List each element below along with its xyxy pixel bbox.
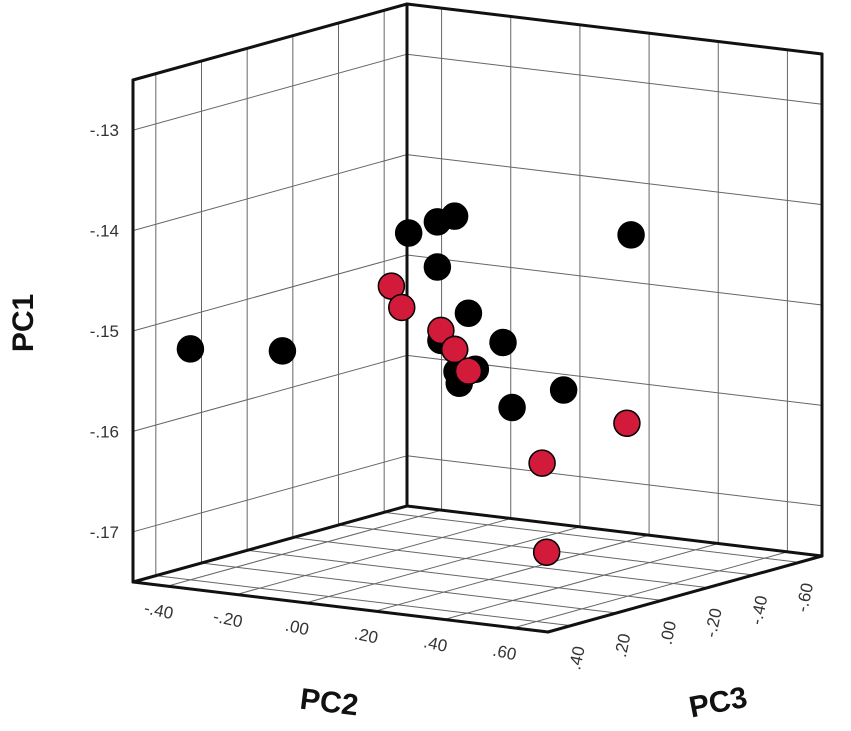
pc3-tick-label: .00 (657, 619, 681, 646)
data-point-series-1-15 (549, 376, 578, 404)
data-point-series-2-4 (440, 335, 469, 364)
tick-labels: -.13 -.14 -.15 -.16 -.17 -.40 -.20 .00 .20 .40 .60… (90, 121, 817, 671)
data-point-series-1-14 (498, 393, 526, 422)
data-point-series-2-5 (454, 357, 483, 385)
data-point-series-1-5 (440, 202, 469, 230)
pc2-tick-label: .60 (491, 641, 518, 665)
pc2-tick-label: .00 (284, 616, 311, 640)
left-wall-grid-pc1 (132, 254, 408, 332)
data-point-series-1-2 (268, 337, 297, 365)
pc3-tick-label: .40 (565, 645, 589, 672)
frame-edge-front-right (546, 554, 824, 634)
frame-edge-top-right (405, 2, 824, 56)
data-point-series-2-6 (528, 449, 556, 477)
pc1-tick-label: -.15 (90, 322, 119, 341)
data-point-series-2-7 (613, 409, 641, 438)
right-wall-grid-pc1 (406, 254, 823, 306)
pc2-tick-label: .40 (422, 632, 449, 656)
floor-grid-pc2 (305, 526, 581, 604)
left-wall-grid-pc1 (132, 354, 408, 432)
pc1-tick-label: -.14 (90, 222, 119, 241)
floor-grid-pc3 (247, 549, 663, 601)
pc2-tick-label: .20 (353, 624, 380, 648)
pc1-tick-label: -.13 (90, 121, 119, 140)
frame-edge-top-left (131, 2, 409, 82)
right-wall-grid-pc1 (406, 455, 823, 507)
pc1-axis-title: PC1 (7, 294, 40, 352)
data-point-series-1-7 (454, 299, 483, 327)
frame-edge-back-right (405, 504, 824, 558)
pc3-tick-label: .20 (611, 632, 635, 659)
pc2-tick-label: -.20 (212, 607, 245, 632)
floor-grid-pc3 (384, 511, 800, 563)
data-point-series-1-6 (423, 253, 452, 281)
frame-edge-back-left (131, 504, 409, 584)
right-wall-grid-pc1 (406, 53, 823, 105)
pc3-tick-label: -.60 (792, 581, 817, 614)
left-wall-grid-pc1 (132, 154, 408, 232)
floor-grid-pc3 (155, 575, 571, 627)
right-wall-grid-pc1 (406, 154, 823, 206)
floor-grid-pc3 (292, 537, 708, 589)
data-point-series-1-8 (489, 328, 517, 357)
floor-grid-pc2 (374, 534, 650, 612)
floor-grid-pc2 (236, 518, 511, 595)
frame-edge-front-left (131, 580, 550, 634)
cube-frame (131, 2, 824, 634)
left-wall-grid-pc1 (132, 53, 408, 131)
data-point-series-1-3 (394, 219, 423, 247)
floor-grid-pc3 (201, 562, 617, 614)
pc2-tick-label: -.40 (142, 598, 175, 623)
grid-lines (132, 8, 823, 629)
data-point-series-2-3 (427, 316, 455, 345)
data-point-series-2-2 (388, 293, 416, 322)
pc3-tick-label: -.20 (701, 607, 726, 640)
pc3-tick-label: -.40 (747, 594, 772, 627)
data-points (176, 202, 645, 566)
pc3-axis-title: PC3 (686, 681, 750, 725)
pc2-axis-title: PC2 (298, 683, 360, 723)
floor-grid-pc2 (444, 543, 719, 620)
floor-grid-pc2 (167, 509, 442, 587)
left-wall-grid-pc1 (132, 455, 408, 533)
data-point-series-1-1 (176, 335, 205, 363)
pc1-tick-label: -.16 (90, 422, 119, 441)
floor-grid-pc2 (513, 551, 788, 629)
data-point-series-2-8 (532, 538, 561, 566)
data-point-series-1-16 (617, 221, 645, 249)
pc1-tick-label: -.17 (90, 523, 119, 542)
